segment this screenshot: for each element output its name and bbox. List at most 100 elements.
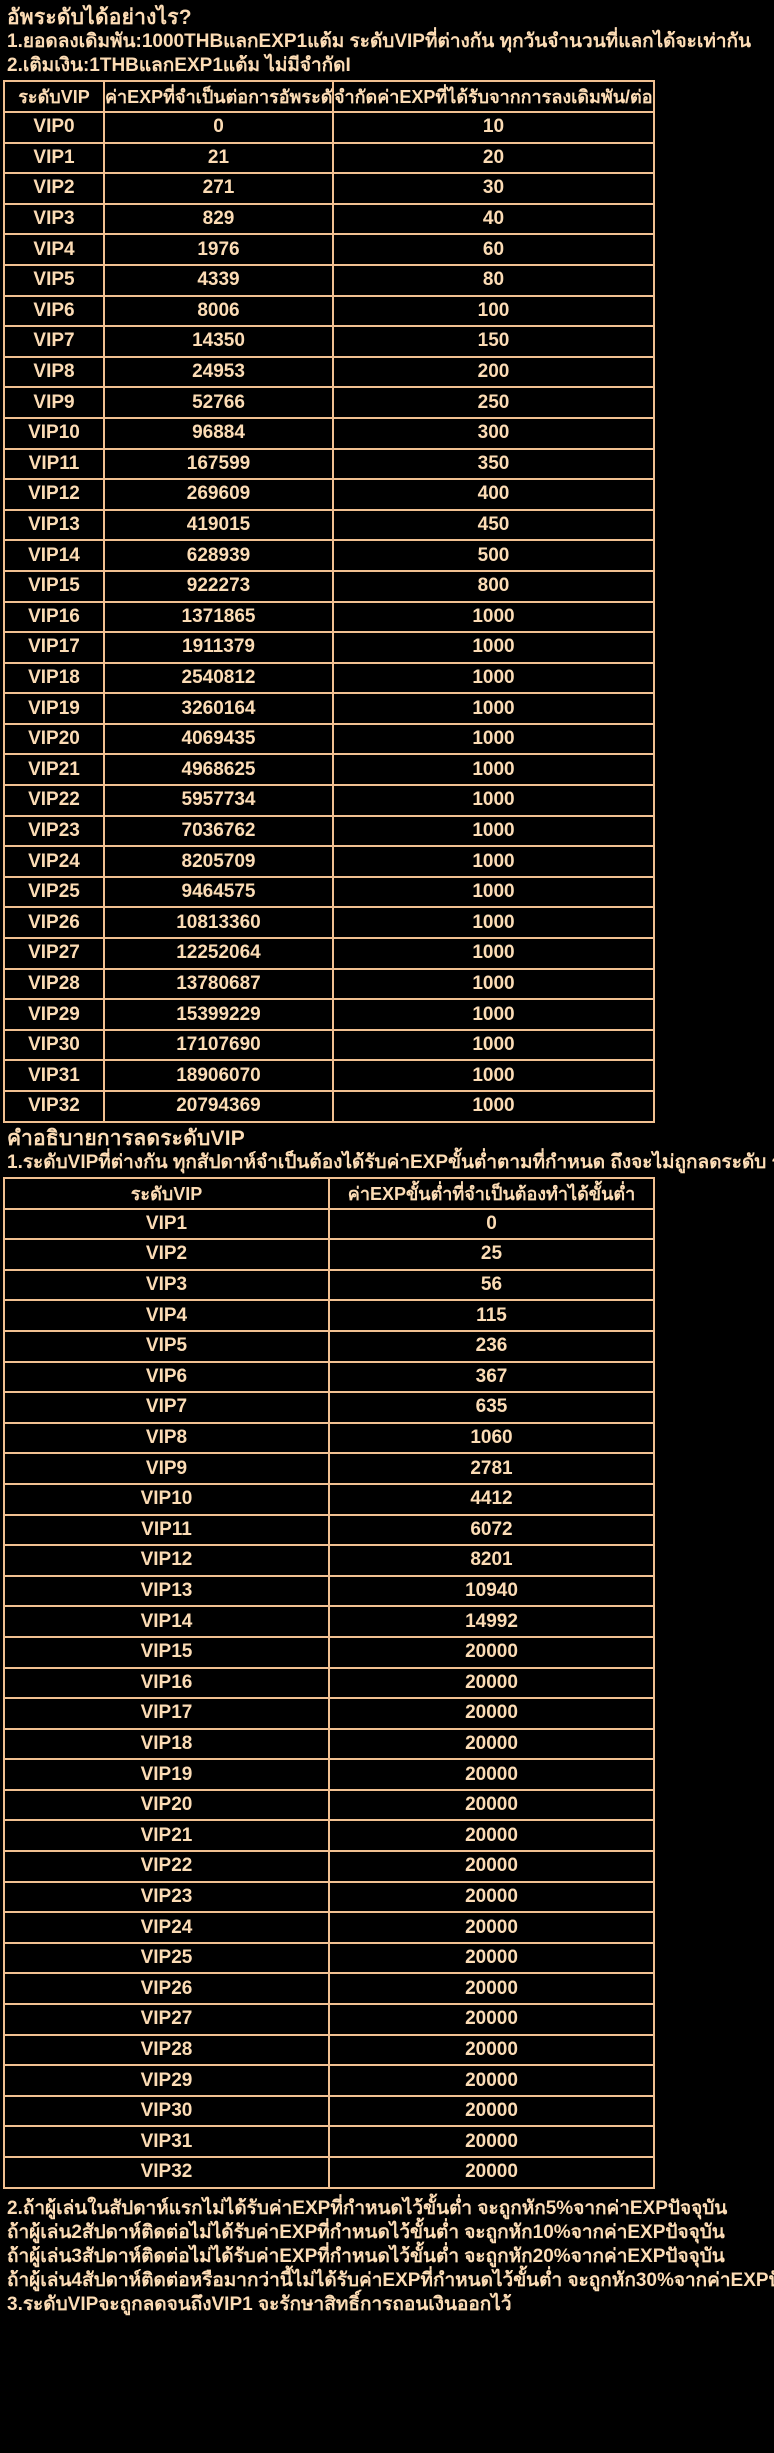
table-cell: VIP29 (3, 998, 105, 1031)
table-cell: 20000 (328, 1972, 655, 2006)
table-cell: 400 (332, 478, 655, 511)
table-cell: VIP30 (3, 1028, 105, 1062)
table-row: VIP10 96884 300 (3, 416, 655, 450)
table-cell: VIP19 (3, 692, 105, 725)
table-cell: 269609 (103, 478, 334, 511)
table-cell: VIP18 (3, 1727, 330, 1761)
table-cell: VIP24 (3, 1911, 330, 1944)
table-cell: VIP17 (3, 1697, 330, 1730)
table-row: VIP13 419015 450 (3, 508, 655, 542)
table-cell: 922273 (103, 569, 334, 603)
table-row: VIP11 6072 (3, 1513, 655, 1547)
table-cell: 12252064 (103, 937, 334, 970)
table-cell: VIP17 (3, 631, 105, 664)
table-cell: 20000 (328, 2064, 655, 2097)
table-cell: 1000 (332, 631, 655, 664)
table-row: VIP21 20000 (3, 1819, 655, 1853)
table-cell: 20 (332, 141, 655, 175)
table-cell: 4412 (328, 1482, 655, 1516)
table-cell: 9464575 (103, 875, 334, 909)
weekly-minimum-exp-table: ระดับVIP ค่าEXPขั้นต่ำที่จำเป็นต้องทำได้ข… (3, 1176, 655, 2189)
table-row: VIP6 8006 100 (3, 294, 655, 328)
table-cell: 8205709 (103, 845, 334, 878)
table-cell: 20000 (328, 1758, 655, 1791)
table-cell: VIP32 (3, 2156, 330, 2189)
table-cell: VIP11 (3, 447, 105, 481)
table-cell: 20000 (328, 1635, 655, 1669)
table-cell: 1371865 (103, 600, 334, 634)
table-cell: VIP1 (3, 1207, 330, 1241)
table-cell: VIP6 (3, 294, 105, 328)
table-row: VIP12 8201 (3, 1544, 655, 1577)
table-cell: VIP21 (3, 1819, 330, 1853)
table-cell: VIP6 (3, 1360, 330, 1394)
table-cell: VIP13 (3, 508, 105, 542)
table-cell: 20000 (328, 1788, 655, 1822)
table-cell: 1000 (332, 692, 655, 725)
table-cell: 20000 (328, 2033, 655, 2067)
table-cell: 1000 (332, 1028, 655, 1062)
table-cell: 150 (332, 325, 655, 358)
table-row: VIP20 4069435 1000 (3, 722, 655, 756)
table-row: VIP30 20000 (3, 2094, 655, 2128)
table-cell: 4339 (103, 263, 334, 297)
table-cell: VIP27 (3, 937, 105, 970)
table-row: VIP0 0 10 (3, 111, 655, 144)
table-cell: 20794369 (103, 1090, 334, 1123)
table-cell: VIP18 (3, 661, 105, 695)
table-cell: 10940 (328, 1574, 655, 1608)
table-cell: 1000 (332, 753, 655, 787)
table-cell: VIP7 (3, 1391, 330, 1424)
table-cell: 21 (103, 141, 334, 175)
how-to-level-up-section: อัพระดับได้อย่างไร? 1.ยอดลงเดิมพัน:1000T… (3, 6, 770, 78)
table-cell: 7036762 (103, 814, 334, 848)
table-row: VIP29 20000 (3, 2064, 655, 2097)
table-cell: VIP12 (3, 1544, 330, 1577)
table-cell: 2540812 (103, 661, 334, 695)
level-up-table-body: VIP0 0 10 VIP1 21 20 VIP2 271 30 VIP3 829 40 VIP4 197… (3, 111, 655, 1123)
demotion-explanation-section: คำอธิบายการลดระดับVIP 1.ระดับVIPที่ต่างก… (3, 1127, 774, 1175)
table-row: VIP16 20000 (3, 1666, 655, 1700)
table-row: VIP22 5957734 1000 (3, 784, 655, 817)
table-cell: 100 (332, 294, 655, 328)
table-cell: VIP32 (3, 1090, 105, 1123)
table-row: VIP18 2540812 1000 (3, 661, 655, 695)
table-row: VIP8 1060 (3, 1421, 655, 1455)
table-cell: VIP25 (3, 875, 105, 909)
table-cell: VIP9 (3, 1452, 330, 1485)
how-to-level-up-line-1: 1.ยอดลงเดิมพัน:1000THBแลกEXP1แต้ม ระดับV… (7, 31, 752, 52)
table-row: VIP20 20000 (3, 1788, 655, 1822)
table-cell: 20000 (328, 2156, 655, 2189)
table-cell: 628939 (103, 539, 334, 572)
table-cell: VIP20 (3, 1788, 330, 1822)
table-cell: 20000 (328, 1697, 655, 1730)
table-row: VIP7 14350 150 (3, 325, 655, 358)
table-cell: 17107690 (103, 1028, 334, 1062)
table-cell: 2781 (328, 1452, 655, 1485)
note-line: 2.ถ้าผู้เล่นในสัปดาห์แรกไม่ได้รับค่าEXPท… (7, 2197, 728, 2219)
table-cell: 25 (328, 1238, 655, 1271)
table-cell: VIP14 (3, 1605, 330, 1638)
table-row: VIP21 4968625 1000 (3, 753, 655, 787)
table-cell: 1000 (332, 875, 655, 909)
table-cell: 96884 (103, 416, 334, 450)
table-cell: 60 (332, 233, 655, 266)
table-cell: VIP8 (3, 355, 105, 389)
table-cell: 0 (328, 1207, 655, 1241)
table-cell: VIP23 (3, 814, 105, 848)
table-cell: 18906070 (103, 1059, 334, 1092)
table-cell: 829 (103, 202, 334, 236)
table-row: VIP32 20000 (3, 2156, 655, 2189)
table-cell: VIP15 (3, 569, 105, 603)
table-cell: VIP1 (3, 141, 105, 175)
table-cell: 6072 (328, 1513, 655, 1547)
table-row: VIP15 20000 (3, 1635, 655, 1669)
table-cell: VIP26 (3, 906, 105, 940)
table-row: VIP11 167599 350 (3, 447, 655, 481)
table-cell: VIP16 (3, 1666, 330, 1700)
table-cell: VIP14 (3, 539, 105, 572)
table-cell: 10 (332, 111, 655, 144)
table-row: VIP18 20000 (3, 1727, 655, 1761)
table-row: VIP31 20000 (3, 2125, 655, 2158)
